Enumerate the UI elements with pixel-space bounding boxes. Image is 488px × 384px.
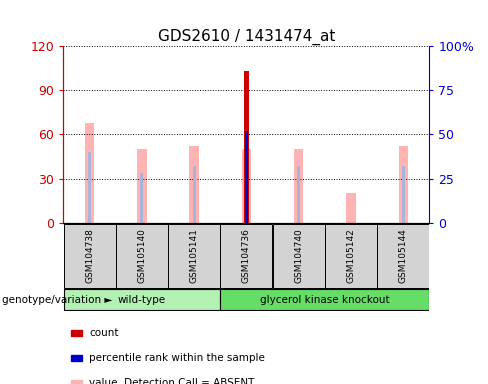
Bar: [71, 330, 82, 336]
Bar: [71, 380, 82, 384]
FancyBboxPatch shape: [63, 223, 116, 288]
Bar: [85, 122, 94, 223]
Bar: [242, 149, 251, 223]
Text: percentile rank within the sample: percentile rank within the sample: [89, 353, 265, 363]
Bar: [71, 355, 82, 361]
FancyBboxPatch shape: [221, 223, 272, 288]
FancyBboxPatch shape: [273, 223, 325, 288]
Bar: [141, 173, 143, 223]
Text: glycerol kinase knockout: glycerol kinase knockout: [260, 295, 390, 305]
Bar: [245, 131, 248, 223]
Bar: [245, 134, 248, 223]
Bar: [297, 166, 300, 223]
FancyBboxPatch shape: [63, 289, 220, 310]
Text: wild-type: wild-type: [118, 295, 166, 305]
FancyBboxPatch shape: [221, 289, 429, 310]
Text: GSM104738: GSM104738: [85, 228, 94, 283]
FancyBboxPatch shape: [168, 223, 220, 288]
Bar: [244, 71, 248, 223]
Bar: [193, 166, 196, 223]
Bar: [189, 146, 199, 223]
Bar: [399, 146, 408, 223]
Text: GSM104740: GSM104740: [294, 228, 303, 283]
Text: GSM105141: GSM105141: [190, 228, 199, 283]
FancyBboxPatch shape: [116, 223, 168, 288]
Text: genotype/variation ►: genotype/variation ►: [2, 295, 113, 305]
Bar: [346, 193, 356, 223]
Title: GDS2610 / 1431474_at: GDS2610 / 1431474_at: [158, 28, 335, 45]
Text: GSM105142: GSM105142: [346, 228, 356, 283]
FancyBboxPatch shape: [325, 223, 377, 288]
Bar: [294, 149, 304, 223]
Bar: [402, 166, 405, 223]
Text: GSM105140: GSM105140: [137, 228, 146, 283]
Text: count: count: [89, 328, 119, 338]
Bar: [88, 152, 91, 223]
FancyBboxPatch shape: [377, 223, 429, 288]
Text: GSM105144: GSM105144: [399, 228, 408, 283]
Text: value, Detection Call = ABSENT: value, Detection Call = ABSENT: [89, 378, 254, 384]
Text: GSM104736: GSM104736: [242, 228, 251, 283]
Bar: [137, 149, 146, 223]
